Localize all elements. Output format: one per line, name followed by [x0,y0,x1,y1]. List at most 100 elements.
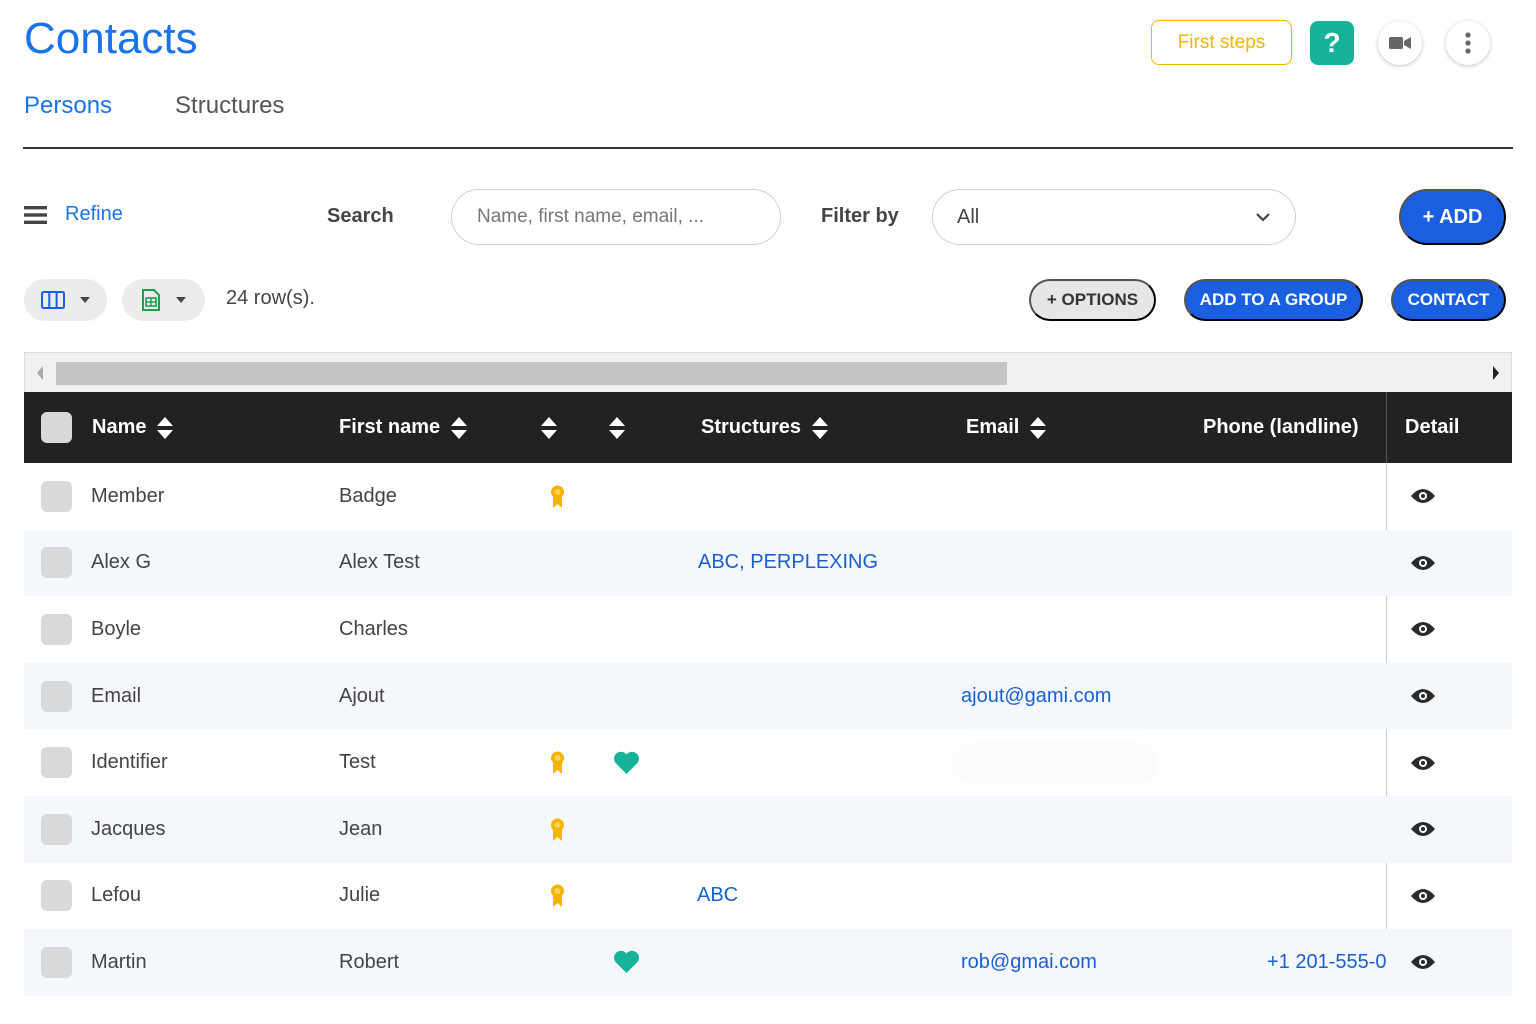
cell-email[interactable]: rob@gmai.com [961,950,1097,973]
select-all-cell [41,392,72,463]
sort-icon[interactable] [811,416,829,440]
add-to-group-button[interactable]: ADD TO A GROUP [1184,279,1363,321]
cell-first-name: Charles [339,617,408,640]
sort-icon[interactable] [156,416,174,440]
contact-button[interactable]: CONTACT [1391,279,1506,321]
table-row[interactable]: Jacques Jean [24,795,1512,863]
cell-email[interactable]: ajout@gami.com [961,684,1112,707]
cell-structures[interactable]: ABC, PERPLEXING [698,551,879,574]
column-label-first-name: First name [339,416,441,438]
row-checkbox[interactable] [41,747,72,779]
column-header-phone: Phone (landline) [1203,392,1359,463]
horizontal-scrollbar[interactable] [24,352,1512,392]
column-label-structures: Structures [701,416,802,438]
table-row[interactable]: Email Ajout ajout@gami.com [24,662,1512,730]
cell-first-name: Robert [339,950,400,973]
table-body: Member Badge Alex G Alex Test ABC, PERPL… [24,463,1512,996]
column-header-email[interactable]: Email [966,392,1047,463]
export-button[interactable] [122,279,205,321]
row-checkbox[interactable] [41,880,72,912]
row-checkbox[interactable] [41,813,72,845]
detail-cell [1410,863,1436,930]
cell-name: Alex G [91,551,152,574]
column-header-first-name[interactable]: First name [339,392,468,463]
column-header-name[interactable]: Name [92,392,174,463]
cell-name: Jacques [91,817,166,840]
badge-icon [551,751,564,775]
more-vertical-icon [1465,31,1471,54]
heart-icon [614,951,639,974]
cell-name: Martin [91,950,147,973]
eye-icon[interactable] [1410,754,1436,772]
eye-icon[interactable] [1410,953,1436,971]
scroll-left-arrow-icon[interactable] [35,365,45,381]
refine-button[interactable]: Refine [24,203,123,226]
table-row[interactable]: Boyle Charles [24,596,1512,663]
add-button[interactable]: + ADD [1399,189,1506,245]
cell-first-name: Ajout [339,684,385,707]
table-header: Name First name Structures Email Phone (… [24,392,1512,463]
eye-icon[interactable] [1410,820,1436,838]
eye-icon[interactable] [1410,887,1436,905]
row-checkbox[interactable] [41,613,72,645]
row-checkbox[interactable] [41,680,72,712]
scroll-right-arrow-icon[interactable] [1491,365,1501,381]
columns-toggle-button[interactable] [24,279,107,321]
column-header-badge[interactable] [540,392,558,463]
scrollbar-thumb[interactable] [56,362,1007,385]
detail-cell [1410,530,1436,597]
detail-cell [1410,929,1436,996]
column-header-detail: Detail [1405,392,1459,463]
chevron-down-icon [1256,213,1270,222]
column-header-structures[interactable]: Structures [701,392,829,463]
search-input[interactable] [451,189,781,245]
cell-first-name: Julie [339,884,381,907]
row-checkbox[interactable] [41,480,72,512]
first-steps-button[interactable]: First steps [1151,20,1292,65]
options-button[interactable]: + OPTIONS [1029,279,1156,321]
favorite-cell [613,729,640,796]
detail-cell [1410,663,1436,730]
top-actions: First steps ? [1151,20,1490,65]
heart-icon [614,751,639,774]
cell-name: Identifier [91,751,168,774]
sort-icon[interactable] [450,416,468,440]
eye-icon[interactable] [1410,620,1436,638]
table-row[interactable]: Member Badge [24,463,1512,530]
table-row[interactable]: Alex G Alex Test ABC, PERPLEXING [24,529,1512,597]
column-header-favorite[interactable] [608,392,626,463]
detail-cell [1410,463,1436,530]
select-all-checkbox[interactable] [41,412,72,443]
badge-cell [550,863,565,930]
eye-icon[interactable] [1410,554,1436,572]
help-button[interactable]: ? [1310,20,1354,65]
row-checkbox[interactable] [41,946,72,978]
more-options-button[interactable] [1446,20,1490,65]
caret-down-icon [79,297,90,303]
video-button[interactable] [1378,20,1422,65]
cell-phone[interactable]: +1 201-555-0 [1267,950,1387,973]
table-row[interactable]: Identifier Test [24,729,1512,796]
table-row[interactable]: Lefou Julie ABC [24,863,1512,930]
tab-bar: Persons Structures [24,92,347,120]
column-label-email: Email [966,416,1020,438]
table-row[interactable]: Martin Robert rob@gmai.com +1 201-555-0 [24,929,1512,996]
favorite-cell [613,929,640,996]
cell-structures[interactable]: ABC [697,884,739,907]
badge-icon [551,818,564,841]
tab-structures[interactable]: Structures [175,92,285,119]
row-checkbox[interactable] [41,547,72,579]
cell-name: Member [91,484,165,507]
sort-icon[interactable] [540,416,558,440]
column-label-detail: Detail [1405,416,1460,438]
eye-icon[interactable] [1410,487,1436,505]
column-label-name: Name [92,416,147,438]
spreadsheet-export-icon [141,289,160,311]
filter-value: All [957,205,980,228]
caret-down-icon [175,297,186,303]
filter-select[interactable]: All [932,189,1296,245]
tab-persons[interactable]: Persons [24,92,113,119]
sort-icon[interactable] [608,416,626,440]
sort-icon[interactable] [1029,416,1047,440]
eye-icon[interactable] [1410,687,1436,705]
